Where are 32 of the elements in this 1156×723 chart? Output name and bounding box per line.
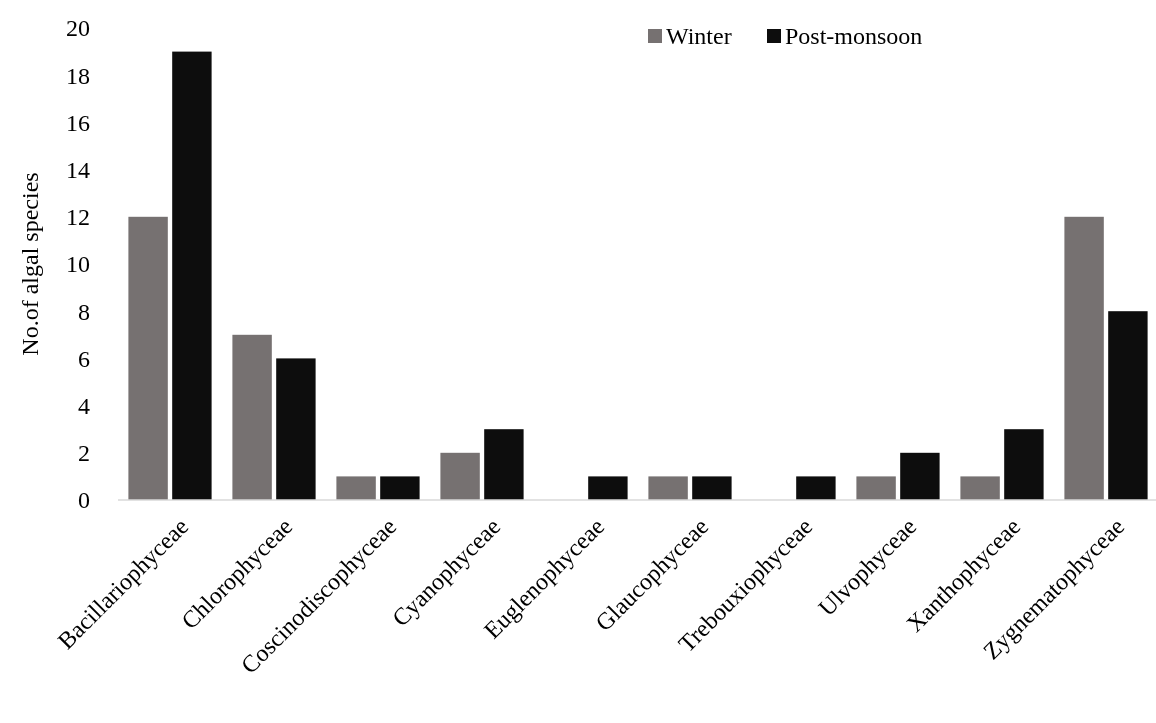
bar	[1108, 311, 1148, 500]
bar	[1004, 429, 1044, 500]
bar	[232, 334, 272, 500]
bar	[796, 476, 836, 500]
bar	[380, 476, 420, 500]
bar	[172, 51, 212, 500]
bar	[648, 476, 688, 500]
y-tick-label: 20	[66, 15, 90, 42]
y-tick-label: 10	[66, 251, 90, 278]
y-tick-label: 2	[78, 440, 90, 467]
bar	[692, 476, 732, 500]
y-tick-label: 16	[66, 109, 90, 136]
y-tick-label: 6	[78, 345, 90, 372]
bar	[276, 358, 316, 500]
bar	[440, 452, 480, 500]
y-axis-title: No.of algal species	[17, 172, 43, 356]
bar	[1064, 216, 1104, 500]
bar	[856, 476, 896, 500]
legend-label: Winter	[666, 23, 732, 50]
y-tick-label: 18	[66, 62, 90, 89]
bar	[588, 476, 628, 500]
bar	[336, 476, 376, 500]
bar	[128, 216, 168, 500]
y-tick-label: 14	[66, 157, 90, 183]
y-tick-label: 4	[78, 393, 90, 419]
y-tick-label: 0	[78, 487, 90, 514]
bar	[960, 476, 1000, 500]
bar	[900, 452, 940, 500]
bar	[484, 429, 524, 500]
y-tick-label: 12	[66, 204, 90, 231]
legend-label: Post-monsoon	[785, 23, 923, 50]
y-tick-label: 8	[78, 298, 90, 325]
